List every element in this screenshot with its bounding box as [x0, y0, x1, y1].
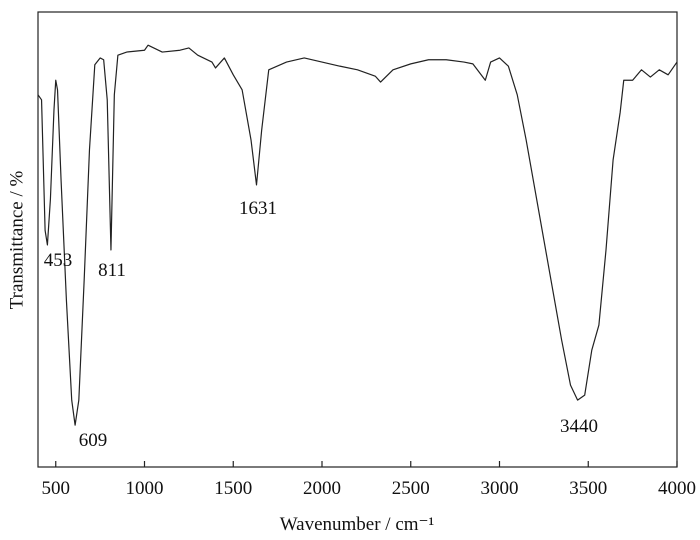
x-axis-label: Wavenumber / cm⁻¹: [280, 514, 435, 535]
peak-annotation: 453: [44, 250, 73, 271]
peak-annotation: 1631: [239, 198, 277, 219]
x-tick-label: 4000: [658, 478, 696, 499]
spectrum-line: [37, 44, 678, 426]
x-tick-label: 1000: [126, 478, 164, 499]
y-axis-label: Transmittance / %: [6, 171, 27, 310]
plot-frame: [37, 11, 678, 468]
peak-annotation: 811: [98, 260, 126, 281]
x-tick-label: 3000: [481, 478, 519, 499]
x-tick-label: 2500: [392, 478, 430, 499]
x-tick-label: 500: [42, 478, 71, 499]
x-tick-label: 2000: [303, 478, 341, 499]
peak-annotation: 3440: [560, 416, 598, 437]
peak-annotation: 609: [79, 430, 108, 451]
x-tick-label: 3500: [569, 478, 607, 499]
x-tick-label: 1500: [214, 478, 252, 499]
